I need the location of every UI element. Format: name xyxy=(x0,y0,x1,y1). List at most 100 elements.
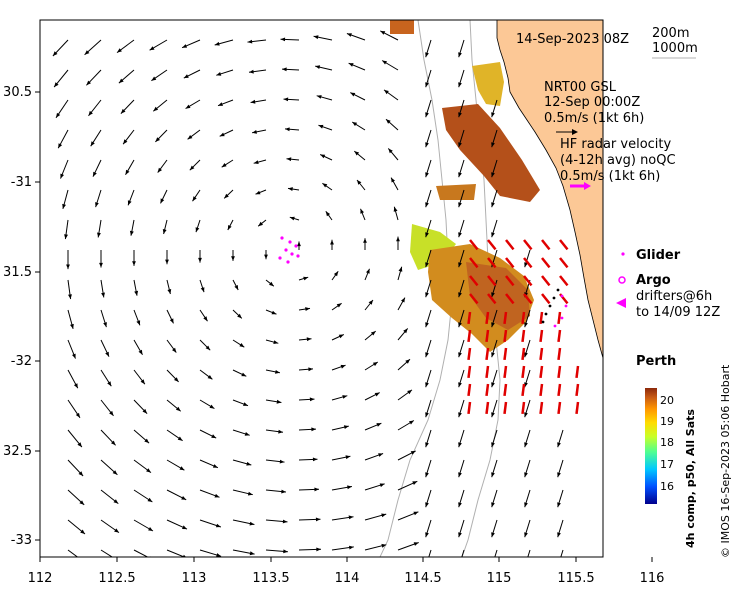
model-vector-head xyxy=(68,294,72,300)
hf-vector-arrow xyxy=(467,365,472,379)
drifters-label: drifters@6h xyxy=(636,289,712,304)
model-vector-head xyxy=(153,106,159,112)
model-vector-head xyxy=(409,420,414,425)
hf-vector-arrow xyxy=(503,347,508,361)
y-tick-label: -32 xyxy=(11,354,32,369)
model-vector-arrow xyxy=(133,549,149,557)
model-name: NRT00 GSL xyxy=(544,80,617,95)
hf-vector-arrow xyxy=(505,239,515,251)
model-vector-head xyxy=(305,307,310,311)
model-vector-head xyxy=(99,262,103,268)
model-vector-head xyxy=(524,442,528,448)
model-vector-head xyxy=(391,177,395,183)
model-vector-head xyxy=(491,352,495,358)
model-vector-head xyxy=(64,234,68,240)
model-vector-head xyxy=(524,532,528,538)
model-vector-head xyxy=(425,142,429,148)
model-vector-head xyxy=(425,322,429,328)
model-vector-head xyxy=(347,485,352,490)
hf-vector-arrow xyxy=(557,383,562,397)
model-vector-head xyxy=(175,406,181,412)
model-vector-head xyxy=(107,381,112,387)
hf-vector-arrow xyxy=(485,401,490,415)
model-vector-head xyxy=(73,383,78,389)
model-vector-head xyxy=(491,472,495,478)
model-vector-head xyxy=(350,92,356,97)
model-vector-head xyxy=(314,487,319,492)
model-vector-head xyxy=(179,466,185,471)
model-vector-head xyxy=(249,69,254,74)
model-vector-head xyxy=(136,320,141,326)
model-vector-head xyxy=(282,67,287,72)
model-vector-head xyxy=(215,523,221,528)
model-vector-head xyxy=(182,44,188,48)
model-vector-head xyxy=(458,382,462,388)
model-vector-head xyxy=(425,82,429,88)
model-vector-head xyxy=(182,525,187,530)
model-vector-head xyxy=(234,285,239,290)
hf-radar-avg: (4-12h avg) noQC xyxy=(560,153,676,168)
model-vector-head xyxy=(103,322,107,328)
model-vector-head xyxy=(413,542,419,546)
hf-vector-arrow xyxy=(467,311,472,325)
model-vector-head xyxy=(458,442,462,448)
hf-vector-arrow xyxy=(487,257,497,269)
model-vector-head xyxy=(458,82,462,88)
model-vector-head xyxy=(200,287,205,293)
hf-vector-arrow xyxy=(523,239,533,251)
model-vector-head xyxy=(105,351,109,357)
model-vector-head xyxy=(221,163,227,168)
model-vector-head xyxy=(114,528,119,533)
model-vector-head xyxy=(278,429,283,434)
model-vector-head xyxy=(410,450,416,455)
hf-vector-arrow xyxy=(539,365,544,379)
model-vector-head xyxy=(218,102,223,106)
plot-frame xyxy=(39,19,604,558)
model-vector-head xyxy=(249,521,255,526)
hf-vector-arrow xyxy=(539,311,544,325)
model-vector-head xyxy=(182,554,187,557)
hf-vector-arrow xyxy=(467,329,472,343)
model-vector-head xyxy=(316,95,322,99)
model-vector-head xyxy=(348,515,354,520)
land-mass xyxy=(496,20,603,557)
model-vector-head xyxy=(187,135,193,140)
hf-vector-arrow xyxy=(539,329,544,343)
model-vector-head xyxy=(148,527,153,531)
model-vector-head xyxy=(205,345,211,351)
model-vector-head xyxy=(557,502,561,508)
model-vector-head xyxy=(405,359,410,364)
hf-vector-arrow xyxy=(521,347,526,361)
model-vector-head xyxy=(95,202,99,208)
x-tick-label: 115 xyxy=(487,571,512,586)
model-vector-head xyxy=(340,364,346,369)
model-vector-head xyxy=(167,289,172,294)
model-vector-head xyxy=(289,216,295,221)
hf-vector-arrow xyxy=(503,383,508,397)
model-vector-head xyxy=(75,412,80,418)
contour-label-1000m: 1000m xyxy=(652,41,698,56)
model-vector-head xyxy=(336,303,342,308)
x-tick-label: 116 xyxy=(640,571,665,586)
hf-vector-arrow xyxy=(467,347,472,361)
model-vector-head xyxy=(378,453,384,457)
model-vector-arrow xyxy=(428,549,432,557)
hf-vector-arrow xyxy=(557,401,562,415)
model-vector-head xyxy=(458,472,462,478)
model-vector-head xyxy=(117,48,122,53)
hf-vector-arrow xyxy=(523,257,533,269)
model-vector-head xyxy=(491,172,495,178)
model-vector-head xyxy=(458,532,462,538)
model-vector-head xyxy=(174,377,179,382)
glider-track xyxy=(278,236,300,264)
model-vector-head xyxy=(269,281,274,287)
model-vector-head xyxy=(348,63,354,67)
model-vector-head xyxy=(127,200,132,206)
model-vector-head xyxy=(58,143,63,149)
model-vector-head xyxy=(345,455,351,460)
model-vector-head xyxy=(352,122,358,127)
model-scale-arrow xyxy=(556,129,578,135)
model-vector-head xyxy=(56,112,61,118)
model-vector-head xyxy=(192,196,197,202)
